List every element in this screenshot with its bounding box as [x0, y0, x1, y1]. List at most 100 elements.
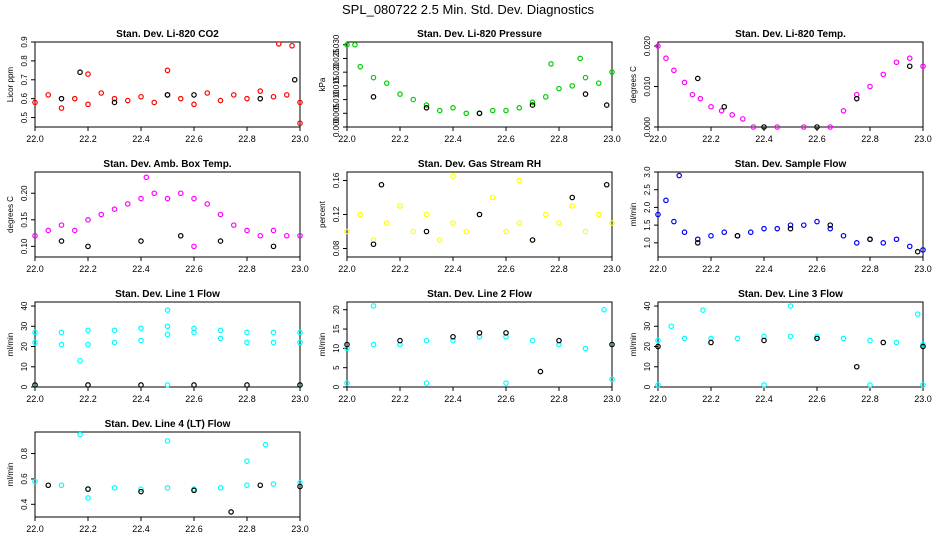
data-point [681, 79, 688, 86]
data-point [297, 329, 303, 336]
x-tick-label: 22.2 [79, 134, 97, 144]
data-point [283, 232, 290, 239]
x-tick-label: 22.0 [338, 394, 356, 404]
data-point [867, 83, 873, 90]
data-point [814, 335, 820, 342]
data-point [423, 337, 430, 344]
data-point [556, 85, 562, 92]
data-point [747, 229, 754, 236]
data-point [32, 232, 38, 239]
data-point [436, 107, 443, 114]
data-point [270, 339, 277, 346]
data-point [609, 69, 615, 75]
chart-panel: Stan. Dev. Amb. Box Temp. 22.0 22.2 22.4 22.… [6, 159, 309, 274]
y-tick-label: 1.5 [643, 219, 652, 231]
y-tick-label: 0.12 [332, 206, 341, 222]
data-point [111, 206, 118, 212]
y-tick-label: 0 [332, 384, 341, 389]
y-tick-label: 40 [643, 301, 652, 310]
data-point [914, 311, 921, 317]
data-point [244, 95, 250, 102]
data-point [423, 380, 430, 386]
data-point [164, 382, 171, 388]
data-point [257, 95, 264, 102]
y-tick-label: 0.015 [332, 75, 341, 96]
data-point [378, 181, 385, 188]
data-point [840, 108, 847, 114]
y-tick-label: 0.020 [332, 62, 341, 83]
data-point [450, 333, 456, 340]
data-point [397, 337, 403, 344]
data-point [708, 339, 714, 346]
data-point [191, 92, 197, 98]
x-tick-label: 23.0 [914, 394, 932, 404]
data-point [542, 211, 549, 218]
data-point [244, 482, 250, 489]
x-tick-label: 22.0 [26, 394, 44, 404]
x-tick-label: 23.0 [291, 394, 309, 404]
data-point [800, 124, 807, 130]
data-point [529, 337, 536, 344]
data-point [85, 486, 91, 492]
y-tick-label: 5 [332, 365, 341, 370]
data-point [344, 228, 350, 235]
data-point [164, 195, 171, 202]
chart-title: Stan. Dev. Amb. Box Temp. [103, 159, 231, 170]
y-tick-label: 20 [20, 342, 29, 351]
data-point [920, 343, 926, 350]
data-point [853, 363, 860, 370]
data-point [840, 232, 847, 239]
x-tick-label: 22.0 [26, 524, 44, 534]
x-tick-label: 22.4 [132, 524, 150, 534]
chart-title: Stan. Dev. Gas Stream RH [418, 159, 541, 170]
x-tick-label: 22.8 [861, 394, 879, 404]
data-point [297, 483, 303, 490]
x-tick-label: 22.0 [649, 264, 667, 274]
y-tick-label: 0.020 [643, 35, 652, 56]
y-tick-label: 0 [20, 384, 29, 389]
data-point [787, 222, 794, 228]
data-point [164, 323, 171, 330]
data-point [867, 382, 873, 388]
data-point [734, 232, 741, 239]
data-point [270, 227, 277, 234]
data-point [244, 382, 250, 388]
data-point [476, 330, 483, 336]
data-point [734, 335, 741, 342]
y-tick-label: 0.030 [332, 34, 341, 55]
chart-panel: Stan. Dev. Li-820 Pressure 22.0 22.2 22.4 22… [318, 29, 621, 144]
data-point [151, 99, 158, 106]
data-point [655, 211, 661, 218]
data-point [257, 88, 264, 94]
data-point [537, 368, 544, 375]
data-point [111, 327, 118, 334]
y-tick-label: 10 [332, 343, 341, 352]
data-point [217, 211, 224, 218]
y-axis-label: degrees C [6, 196, 15, 233]
y-tick-label: 10 [20, 362, 29, 371]
data-point [217, 97, 224, 104]
data-point [694, 75, 701, 82]
data-point [45, 227, 52, 234]
x-tick-label: 23.0 [914, 264, 932, 274]
data-point [164, 485, 171, 491]
y-tick-label: 0.10 [20, 238, 29, 254]
data-point [138, 93, 144, 100]
data-point [906, 63, 913, 70]
data-point [77, 357, 83, 364]
y-tick-label: 0.000 [643, 116, 652, 137]
x-tick-label: 23.0 [603, 264, 621, 274]
data-point [58, 222, 65, 228]
data-point [191, 101, 197, 108]
x-tick-label: 22.4 [755, 394, 773, 404]
y-tick-label: 0.010 [643, 76, 652, 97]
data-point [191, 487, 197, 494]
data-point [595, 211, 602, 218]
y-tick-label: 0.8 [20, 447, 29, 459]
data-point [655, 43, 661, 49]
plot-frame [34, 301, 301, 388]
data-point [529, 237, 536, 243]
data-point [920, 382, 926, 388]
data-point [85, 101, 91, 108]
data-point [98, 211, 105, 218]
